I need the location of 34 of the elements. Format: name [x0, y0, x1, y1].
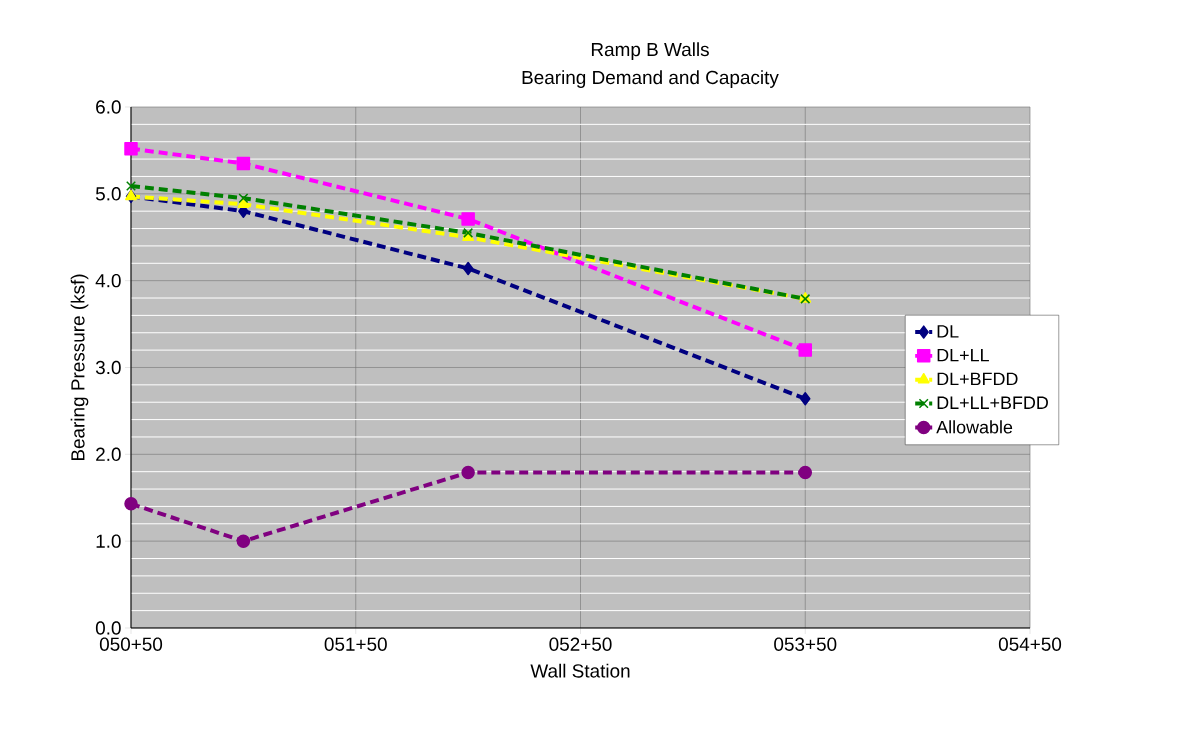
y-tick-label: 5.0: [95, 187, 121, 201]
point: [461, 212, 475, 226]
y-tick-label: 2.0: [96, 447, 121, 462]
point: [238, 193, 249, 204]
y-tick-label: 6.0: [96, 100, 121, 114]
point: [236, 156, 251, 171]
x-tick-label: 051+50: [324, 637, 387, 651]
point: [798, 343, 813, 357]
chart-subtitle: Bearing Demand and Capacity: [522, 70, 779, 88]
legend-label: DL: [937, 325, 959, 338]
y-tick-label: 1.0: [96, 534, 121, 548]
legend-label: DL+BFDD: [937, 372, 1018, 386]
point: [461, 465, 475, 480]
x-tick-label: 054+50: [998, 637, 1062, 651]
point: [798, 465, 813, 480]
point: [126, 181, 136, 191]
point: [462, 261, 474, 276]
x-tick-label: 050+50: [99, 637, 163, 651]
x-tick-label: 053+50: [774, 637, 837, 651]
x-tick-label: 052+50: [549, 637, 612, 651]
legend-label: DL+LL+BFDD: [937, 396, 1048, 409]
point: [800, 392, 811, 406]
point: [237, 197, 250, 208]
y-tick-label: 0.0: [95, 621, 121, 635]
y-tick-label: 4.0: [95, 273, 121, 288]
chart-title: Ramp B Walls: [591, 42, 709, 60]
x-axis-title: Wall Station: [530, 663, 630, 678]
y-tick-label: 3.0: [95, 360, 121, 375]
point: [236, 534, 251, 548]
point: [124, 141, 138, 156]
legend-label: Allowable: [936, 420, 1013, 434]
y-axis-title: Bearing Pressure (ksf): [70, 274, 89, 461]
legend-label: DL+LL: [937, 348, 989, 362]
point: [124, 497, 138, 511]
